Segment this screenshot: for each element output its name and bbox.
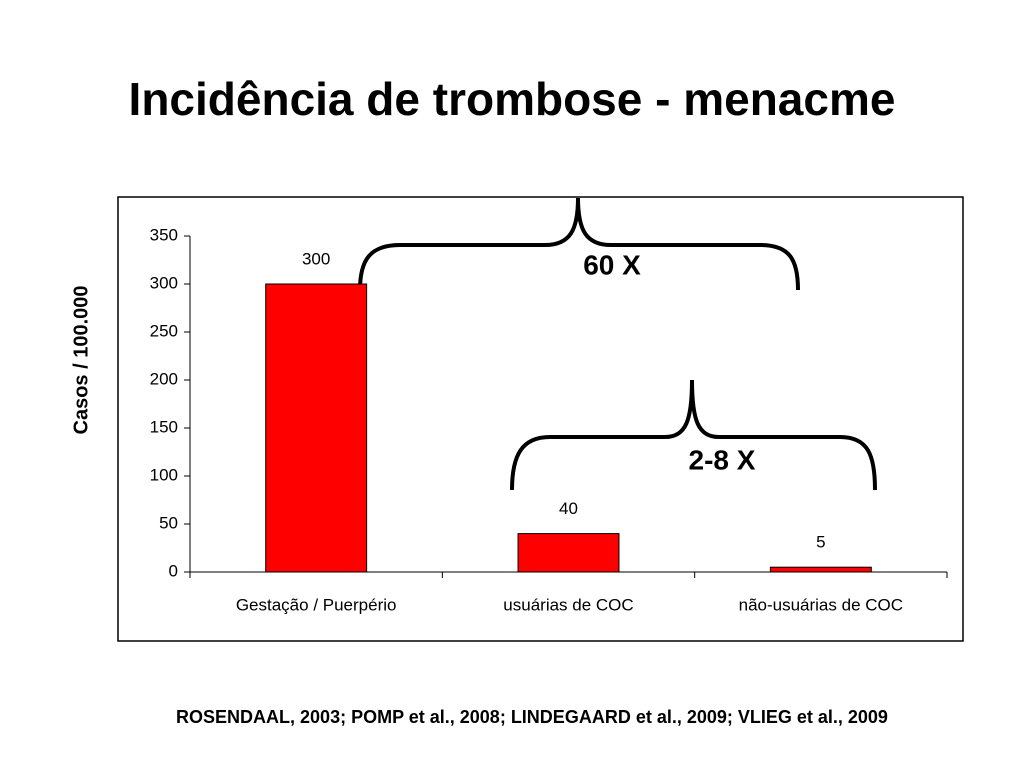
x-tick-label: Gestação / Puerpério <box>236 595 397 614</box>
data-label: 40 <box>559 499 578 518</box>
brace <box>358 197 800 291</box>
chart-frame <box>117 196 964 642</box>
x-tick-label: não-usuárias de COC <box>739 595 903 614</box>
y-tick-label: 0 <box>169 561 178 580</box>
y-tick-label: 100 <box>150 465 178 484</box>
y-tick-label: 250 <box>150 321 178 340</box>
y-tick-label: 50 <box>159 513 178 532</box>
y-tick-label: 350 <box>150 225 178 244</box>
y-tick-label: 150 <box>150 417 178 436</box>
x-tick-label: usuárias de COC <box>503 595 633 614</box>
y-tick-label: 300 <box>150 273 178 292</box>
bar <box>265 283 368 573</box>
annotation: 60 X <box>583 249 641 280</box>
brace <box>510 379 877 491</box>
data-label: 5 <box>816 533 825 552</box>
source-note: ROSENDAAL, 2003; POMP et al., 2008; LIND… <box>176 707 888 727</box>
annotation: 2-8 X <box>689 444 756 475</box>
data-label: 300 <box>302 249 330 268</box>
y-tick-label: 200 <box>150 369 178 388</box>
bar <box>769 566 872 573</box>
y-axis-label: Casos / 100.000 <box>70 286 92 435</box>
bar <box>517 533 620 573</box>
slide-title: Incidência de trombose - menacme <box>129 73 896 125</box>
